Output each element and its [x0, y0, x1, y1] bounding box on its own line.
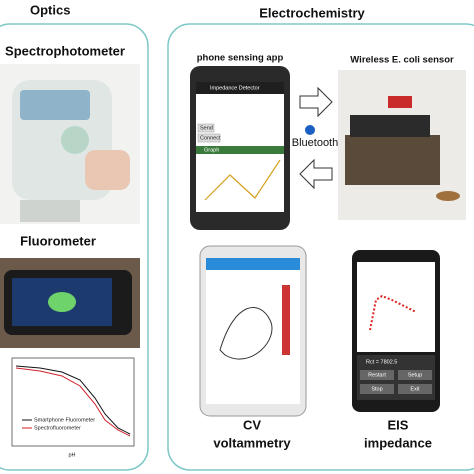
arrow — [299, 86, 333, 118]
item-label: EIS — [388, 417, 409, 432]
fluorometer-photo — [0, 258, 140, 348]
app-title: Impedance Detector — [210, 85, 260, 91]
item-label: voltammetry — [213, 435, 291, 450]
button: Connect — [200, 135, 221, 141]
button: Send — [200, 125, 213, 131]
spectrophotometer-photo — [0, 64, 140, 224]
button: Exit — [410, 386, 420, 392]
sensor-photo — [338, 70, 466, 220]
legend-entry: Smartphone Fluorometer — [34, 417, 95, 423]
panel-title: Optics — [30, 2, 70, 17]
item-label: Fluorometer — [20, 233, 96, 248]
eis-phone — [352, 250, 440, 412]
cv-phone — [199, 245, 307, 417]
x-label: pH — [68, 452, 75, 458]
item-label: Spectrophotometer — [5, 43, 125, 58]
link-label: Bluetooth — [292, 137, 338, 149]
phone — [190, 66, 290, 230]
item-label: impedance — [364, 435, 432, 450]
result: Rct = 7802.5 — [366, 359, 397, 365]
item-label: CV — [243, 417, 261, 432]
item-label: phone sensing app — [197, 53, 284, 64]
panel-title: Electrochemistry — [259, 5, 365, 20]
item-label: Wireless E. coli sensor — [350, 55, 454, 66]
button: Restart — [368, 372, 386, 378]
legend-entry: Spectrofluorometer — [34, 425, 81, 431]
ph-plot: Smartphone Fluorometer Spectrofluoromete… — [0, 352, 140, 462]
arrow — [299, 158, 333, 190]
optics-panel — [0, 23, 149, 471]
electrochem-panel — [167, 23, 474, 471]
bluetooth-icon — [305, 125, 315, 135]
graph-label: Graph — [204, 147, 219, 153]
button: Stop — [371, 386, 382, 392]
button: Setup — [408, 372, 422, 378]
